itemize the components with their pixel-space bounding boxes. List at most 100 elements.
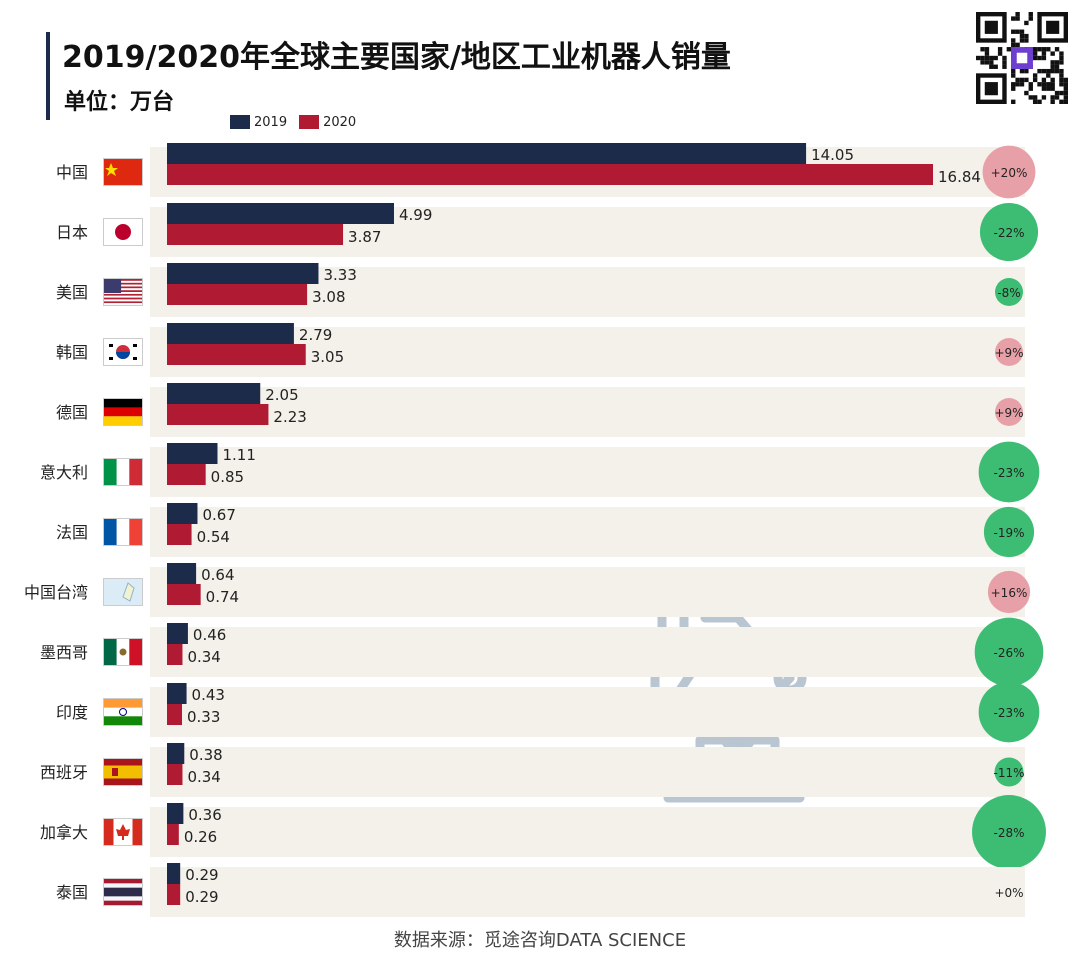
bar-2019 (167, 623, 188, 644)
bar-2019 (167, 503, 198, 524)
us-flag-icon (103, 278, 143, 306)
category-label: 中国 (56, 163, 88, 182)
change-badge (978, 441, 1040, 503)
value-label-2019: 0.46 (193, 626, 226, 644)
bar-2019 (167, 443, 218, 464)
bar-2020 (167, 764, 183, 785)
value-label-2019: 2.05 (265, 386, 298, 404)
bar-2020 (167, 884, 181, 905)
value-label-2020: 3.87 (348, 228, 381, 246)
value-label-2020: 0.26 (184, 828, 217, 846)
chart-title: 2019/2020年全球主要国家/地区工业机器人销量 (62, 40, 731, 75)
change-badge (979, 202, 1039, 262)
value-label-2020: 16.84 (938, 168, 981, 186)
value-label-2020: 3.08 (312, 288, 345, 306)
legend-swatch-2020 (299, 115, 320, 129)
value-label-2019: 2.79 (299, 326, 332, 344)
fr-flag-icon (103, 518, 143, 546)
change-label: -23% (993, 706, 1024, 720)
bar-2020 (167, 704, 183, 725)
es-flag-icon (103, 758, 143, 786)
row-stripe (150, 747, 1025, 797)
change-badge (995, 278, 1023, 306)
value-label-2020: 0.34 (187, 648, 220, 666)
change-label: +16% (991, 586, 1028, 600)
change-label: +9% (994, 406, 1023, 420)
mx-flag-icon (103, 638, 143, 666)
th-flag-icon (103, 878, 143, 906)
bar-2019 (167, 383, 261, 404)
change-badge (995, 398, 1023, 426)
category-label: 泰国 (56, 883, 88, 902)
change-label: -22% (993, 226, 1024, 240)
change-badge (982, 145, 1036, 199)
value-label-2020: 0.34 (187, 768, 220, 786)
qr-code-icon (976, 12, 1068, 104)
value-label-2019: 0.64 (201, 566, 234, 584)
value-label-2020: 0.29 (185, 888, 218, 906)
legend-item-2019: 2019 (230, 115, 287, 130)
legend-label-2020: 2020 (323, 114, 357, 130)
row-stripe (150, 627, 1025, 677)
value-label-2019: 0.36 (188, 806, 221, 824)
bar-2020 (167, 524, 192, 545)
value-label-2019: 4.99 (399, 206, 432, 224)
value-label-2019: 0.29 (185, 866, 218, 884)
bar-2019 (167, 743, 185, 764)
change-badge (994, 757, 1024, 787)
cn-flag-icon (103, 158, 143, 186)
change-label: -23% (993, 466, 1024, 480)
bar-2019 (167, 563, 197, 584)
bar-2020 (167, 584, 201, 605)
value-label-2020: 3.05 (311, 348, 344, 366)
value-label-2019: 1.11 (222, 446, 255, 464)
bar-2019 (167, 323, 294, 344)
value-label-2020: 0.33 (187, 708, 220, 726)
category-label: 西班牙 (40, 763, 88, 782)
category-label: 日本 (56, 223, 88, 242)
value-label-2019: 0.38 (189, 746, 222, 764)
de-flag-icon (103, 398, 143, 426)
legend-label-2019: 2019 (254, 114, 288, 130)
change-badge (983, 506, 1035, 558)
category-label: 印度 (56, 703, 88, 722)
category-label: 墨西哥 (40, 643, 88, 662)
title-accent-bar (46, 32, 50, 120)
change-label: -28% (993, 826, 1024, 840)
value-label-2019: 14.05 (811, 146, 854, 164)
bar-2019 (167, 143, 807, 164)
data-source: 数据来源：觅途咨询DATA SCIENCE (393, 930, 687, 951)
category-label: 意大利 (40, 463, 88, 482)
tw-map-icon (103, 578, 143, 606)
bar-2020 (167, 224, 344, 245)
row-stripe (150, 807, 1025, 857)
category-label: 中国台湾 (24, 583, 88, 602)
bar-2019 (167, 203, 394, 224)
change-badge (995, 338, 1023, 366)
in-flag-icon (103, 698, 143, 726)
row-stripe (150, 687, 1025, 737)
bar-2020 (167, 284, 308, 305)
change-label: -26% (993, 646, 1024, 660)
category-label: 法国 (56, 523, 88, 542)
category-label: 加拿大 (40, 823, 88, 842)
bar-2020 (167, 164, 933, 185)
bar-2020 (167, 464, 206, 485)
legend: 2019 2020 (230, 113, 368, 131)
row-stripe (150, 567, 1025, 617)
value-label-2020: 0.54 (197, 528, 230, 546)
legend-item-2020: 2020 (299, 115, 356, 130)
legend-swatch-2019 (230, 115, 250, 129)
chart-subtitle: 单位：万台 (64, 90, 175, 115)
value-label-2020: 0.85 (211, 468, 244, 486)
row-stripe (150, 387, 1025, 437)
kr-flag-icon (103, 338, 143, 366)
it-flag-icon (103, 458, 143, 486)
row-stripe (150, 507, 1025, 557)
change-badge (974, 617, 1044, 687)
bar-2019 (167, 683, 187, 704)
bar-2020 (167, 404, 269, 425)
bar-chart: 中国 14.05 16.84 +20% 日本 4.99 3.87 -22% 美国 3.33 3.08… (24, 143, 1046, 917)
category-label: 韩国 (56, 343, 88, 362)
value-label-2019: 0.67 (202, 506, 235, 524)
